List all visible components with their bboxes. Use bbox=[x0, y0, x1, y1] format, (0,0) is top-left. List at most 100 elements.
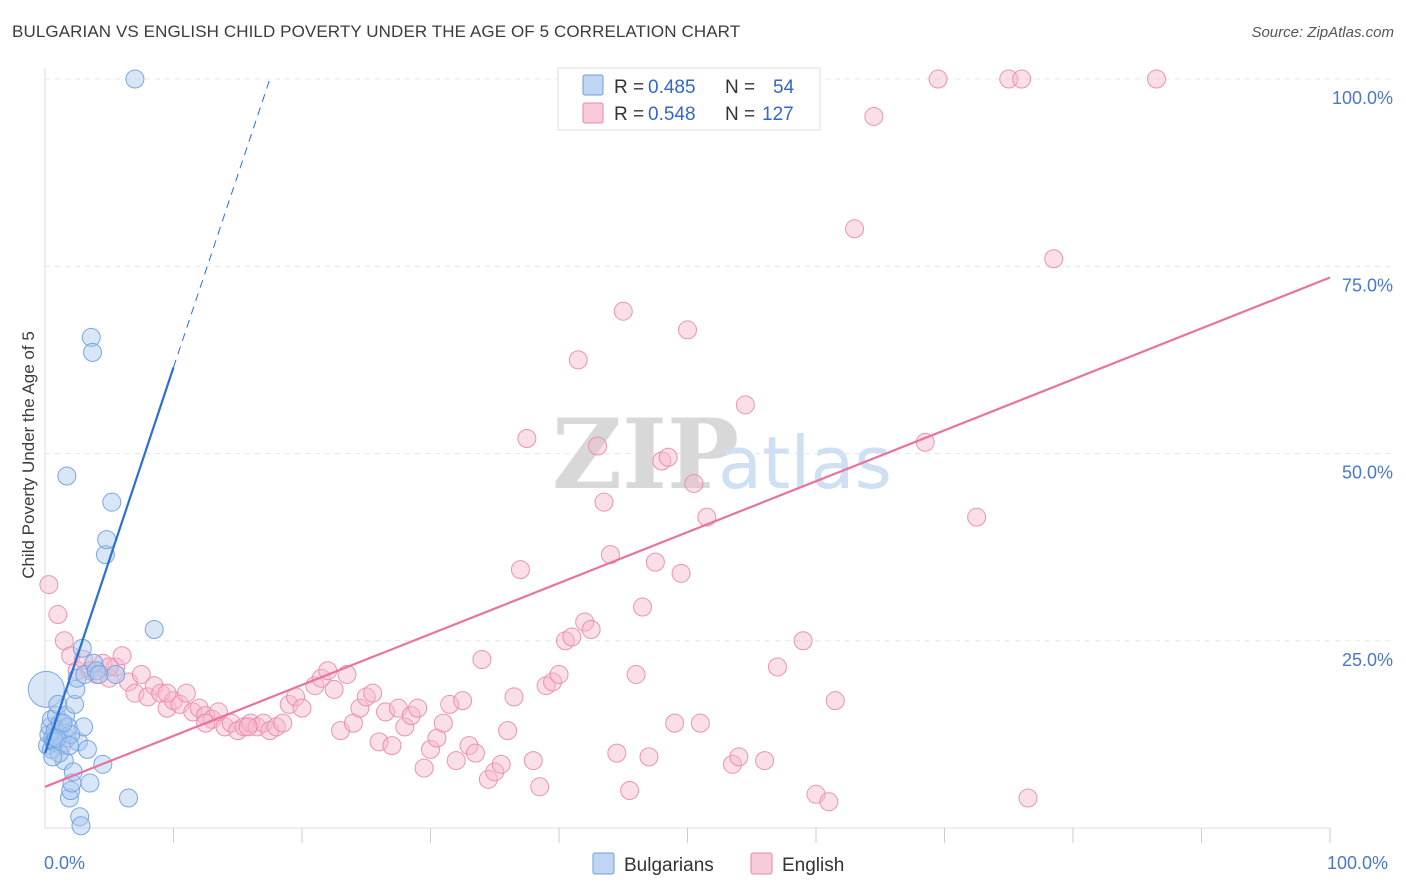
english-point-10 bbox=[106, 657, 126, 677]
english-point-58 bbox=[421, 739, 440, 759]
english-point-33 bbox=[253, 713, 273, 733]
english-point-67 bbox=[478, 769, 498, 789]
english-point-89 bbox=[620, 781, 640, 801]
english-point-116 bbox=[928, 69, 948, 89]
english-point-109 bbox=[793, 631, 813, 651]
english-point-106 bbox=[755, 751, 775, 771]
english-point-50 bbox=[369, 732, 389, 752]
bulgarian-point-43 bbox=[119, 788, 139, 808]
english-point-13 bbox=[125, 683, 145, 703]
bulgarian-point-41 bbox=[102, 492, 122, 512]
english-point-72 bbox=[510, 560, 530, 580]
bulgarian-trend-extension bbox=[173, 78, 271, 368]
english-point-73 bbox=[517, 429, 537, 449]
english-point-124 bbox=[157, 683, 177, 703]
top-legend: R = 0.485 N = 54 R = 0.548 N = 127 bbox=[557, 67, 821, 131]
english-point-100 bbox=[690, 713, 710, 733]
english-point-54 bbox=[395, 717, 415, 737]
english-point-62 bbox=[446, 751, 466, 771]
english-point-90 bbox=[626, 664, 646, 684]
english-point-78 bbox=[549, 664, 569, 684]
english-point-122 bbox=[1147, 69, 1167, 89]
english-point-105 bbox=[735, 395, 755, 415]
english-point-97 bbox=[671, 563, 691, 583]
english-point-63 bbox=[453, 691, 473, 711]
english-point-84 bbox=[588, 436, 608, 456]
english-point-74 bbox=[523, 751, 543, 771]
english-point-52 bbox=[382, 736, 402, 756]
english-point-117 bbox=[967, 507, 987, 527]
bulgarian-point-31 bbox=[77, 739, 97, 759]
english-point-65 bbox=[465, 743, 485, 763]
english-point-95 bbox=[658, 447, 678, 467]
english-point-64 bbox=[459, 736, 479, 756]
bulgarian-point-47 bbox=[49, 743, 69, 763]
english-point-60 bbox=[433, 713, 453, 733]
english-point-22 bbox=[183, 702, 203, 722]
bulgarian-point-53 bbox=[59, 736, 79, 756]
x-tick-label-min: 0.0% bbox=[44, 853, 85, 873]
english-point-47 bbox=[350, 698, 370, 718]
english-point-104 bbox=[729, 747, 749, 767]
english-point-39 bbox=[292, 698, 312, 718]
english-point-114 bbox=[864, 106, 884, 126]
trend-lines bbox=[43, 78, 1331, 788]
y-tick-label-3: 100.0% bbox=[1332, 88, 1393, 108]
bulgarian-point-19 bbox=[61, 781, 81, 801]
legend-swatch-bulgarians bbox=[582, 74, 604, 96]
legend-r-label-bulgarians: R = bbox=[614, 77, 649, 98]
english-point-98 bbox=[678, 320, 697, 340]
bulgarian-point-0 bbox=[27, 670, 65, 708]
english-point-56 bbox=[408, 698, 428, 718]
english-point-99 bbox=[684, 473, 704, 493]
english-point-21 bbox=[176, 683, 196, 703]
english-point-82 bbox=[575, 612, 595, 632]
english-point-15 bbox=[138, 687, 158, 707]
bulgarian-point-48 bbox=[43, 747, 63, 767]
bulgarian-point-33 bbox=[81, 327, 101, 347]
bulgarian-point-17 bbox=[58, 717, 78, 737]
english-point-111 bbox=[819, 792, 839, 812]
bottom-legend-swatch-bulgarians bbox=[592, 852, 615, 875]
legend-r-value-bulgarians: 0.485 bbox=[648, 77, 696, 98]
english-point-87 bbox=[607, 743, 627, 763]
english-point-80 bbox=[562, 627, 582, 647]
bulgarian-point-32 bbox=[80, 773, 100, 793]
bulgarian-point-45 bbox=[57, 466, 77, 486]
legend-r-value-english: 0.548 bbox=[648, 104, 696, 125]
bulgarian-point-36 bbox=[86, 661, 106, 681]
bottom-legend-swatch-english bbox=[750, 852, 773, 875]
bulgarian-point-50 bbox=[125, 69, 145, 89]
english-point-125 bbox=[99, 657, 119, 677]
bottom-legend: Bulgarians English bbox=[592, 852, 844, 876]
english-point-55 bbox=[401, 706, 421, 726]
watermark-atlas: atlas bbox=[718, 421, 892, 505]
english-point-49 bbox=[363, 683, 383, 703]
bulgarian-point-37 bbox=[89, 664, 109, 684]
legend-n-label-bulgarians: N = bbox=[725, 77, 760, 98]
english-point-96 bbox=[665, 713, 685, 733]
english-point-36 bbox=[273, 713, 293, 733]
bulgarian-point-35 bbox=[84, 653, 104, 673]
y-tick-label-2: 75.0% bbox=[1342, 275, 1393, 295]
bulgarian-point-18 bbox=[59, 788, 79, 808]
english-point-126 bbox=[238, 717, 258, 737]
english-point-24 bbox=[196, 706, 216, 726]
english-point-69 bbox=[491, 754, 511, 774]
english-point-66 bbox=[472, 649, 492, 669]
english-trend-line bbox=[44, 276, 1331, 788]
legend-n-value-bulgarians: 54 bbox=[773, 77, 795, 98]
english-point-83 bbox=[581, 620, 601, 640]
grid bbox=[45, 78, 1395, 642]
english-point-57 bbox=[414, 758, 434, 778]
y-tick-labels: 25.0% 50.0% 75.0% 100.0% bbox=[1332, 88, 1393, 670]
english-point-48 bbox=[356, 687, 376, 707]
english-point-0 bbox=[39, 575, 59, 595]
bottom-legend-label-bulgarians: Bulgarians bbox=[624, 855, 714, 876]
english-point-76 bbox=[536, 676, 556, 696]
english-point-121 bbox=[1044, 249, 1064, 269]
legend-n-label-english: N = bbox=[725, 104, 760, 125]
english-point-107 bbox=[767, 657, 787, 677]
english-point-92 bbox=[639, 747, 659, 767]
bulgarian-points bbox=[27, 69, 164, 836]
